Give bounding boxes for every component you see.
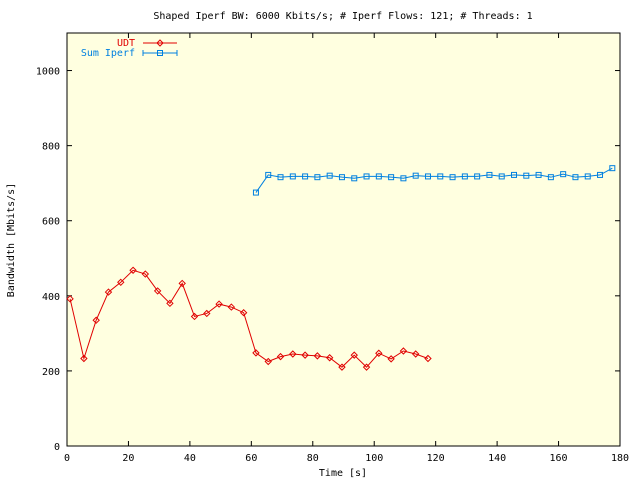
y-tick-label: 600 [42, 217, 60, 228]
data-point [302, 173, 309, 180]
x-tick-label: 180 [611, 453, 629, 464]
y-tick-label: 800 [42, 142, 60, 153]
y-axis-label: Bandwidth [Mbits/s] [6, 183, 17, 297]
data-point [190, 312, 199, 321]
data-point [80, 354, 88, 363]
data-point [129, 266, 137, 274]
data-point [227, 303, 236, 311]
data-point [535, 171, 542, 178]
data-point [104, 288, 113, 296]
x-axis-label: Time [s] [319, 468, 367, 479]
x-tick-label: 140 [488, 453, 506, 464]
y-tick-label: 0 [54, 442, 60, 453]
data-point [313, 352, 322, 360]
x-tick-label: 40 [184, 453, 196, 464]
data-point [375, 349, 383, 357]
data-point [264, 357, 272, 366]
x-tick-label: 100 [365, 453, 383, 464]
data-point [325, 354, 334, 362]
data-point [498, 173, 505, 180]
data-point [351, 175, 358, 182]
x-tick-label: 80 [307, 453, 319, 464]
data-point [277, 174, 284, 181]
data-point [265, 171, 272, 178]
legend-marker [157, 50, 163, 56]
data-point [153, 287, 162, 295]
data-point [400, 175, 407, 182]
data-point [486, 171, 493, 178]
data-point [375, 173, 382, 180]
legend-label: UDT [117, 38, 135, 49]
data-point [424, 354, 432, 363]
data-point [399, 347, 408, 355]
data-point [560, 171, 567, 178]
x-tick-label: 0 [64, 453, 70, 464]
data-point [411, 350, 420, 358]
data-point [474, 173, 481, 180]
data-point [117, 278, 125, 287]
data-point [437, 173, 444, 180]
x-axis: 0 20 40 60 80 100 120 140 160 180 [64, 33, 629, 464]
data-point [203, 309, 211, 318]
data-point [166, 299, 174, 308]
data-point [572, 174, 579, 181]
y-tick-label: 400 [42, 292, 60, 303]
x-tick-label: 60 [245, 453, 257, 464]
data-point [511, 171, 518, 178]
data-point [424, 173, 431, 180]
data-point [338, 363, 346, 371]
data-point [350, 351, 358, 359]
data-point [276, 352, 285, 361]
data-point [239, 309, 248, 317]
data-point [449, 174, 456, 181]
data-point [584, 173, 591, 180]
data-point [92, 316, 100, 324]
data-point [412, 172, 419, 179]
data-point [362, 363, 371, 371]
data-point [301, 351, 309, 359]
data-point [215, 300, 223, 308]
data-point [252, 349, 260, 357]
data-point [289, 350, 297, 358]
series-line [69, 269, 429, 368]
x-tick-label: 20 [122, 453, 134, 464]
data-point [523, 172, 530, 179]
chart-title: Shaped Iperf BW: 6000 Kbits/s; # Iperf F… [153, 11, 532, 22]
data-point [252, 189, 259, 196]
data-point [387, 355, 395, 363]
series-udt [66, 266, 432, 371]
data-point [141, 270, 150, 278]
y-axis: 0 200 400 600 800 1000 [36, 67, 620, 453]
data-point [388, 174, 395, 181]
y-tick-label: 200 [42, 367, 60, 378]
series-sum-iperf [252, 165, 616, 196]
data-point [66, 295, 74, 303]
series-layer [66, 165, 616, 371]
data-point [547, 174, 554, 181]
plot-area [66, 32, 621, 447]
legend-marker [156, 39, 164, 47]
data-point [338, 174, 345, 181]
data-point [609, 165, 616, 172]
legend-label: Sum Iperf [81, 48, 135, 59]
y-tick-label: 1000 [36, 67, 60, 78]
data-point [289, 173, 296, 180]
data-point [178, 279, 186, 288]
data-point [597, 171, 604, 178]
data-point [363, 173, 370, 180]
data-point [461, 173, 468, 180]
x-tick-label: 120 [427, 453, 445, 464]
data-point [314, 174, 321, 181]
data-point [326, 172, 333, 179]
x-tick-label: 160 [550, 453, 568, 464]
